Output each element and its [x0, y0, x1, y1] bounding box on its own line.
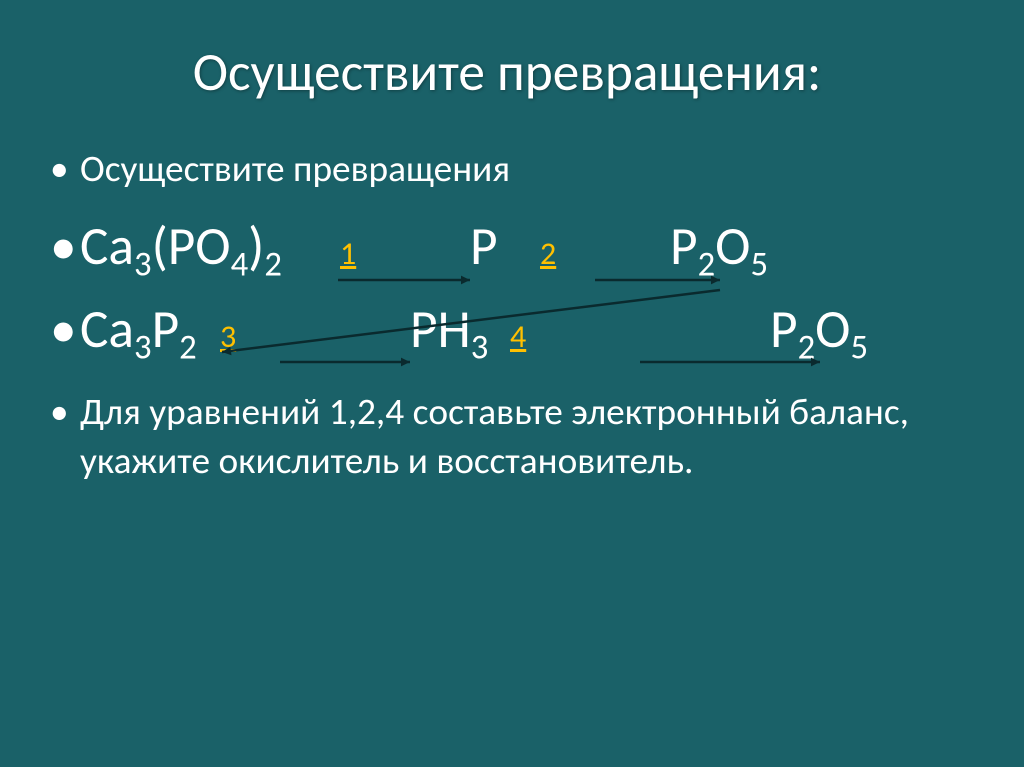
chem-species: P — [470, 212, 540, 281]
slide-title: Осуществите превращения: — [50, 40, 964, 105]
step-number: 1 — [340, 233, 470, 275]
bullet-icon: • — [50, 220, 80, 273]
bullet-icon: • — [50, 303, 80, 356]
chem-species: P2O5 — [770, 295, 890, 364]
chem-species: Ca3P2 — [80, 295, 220, 364]
slide: Осуществите превращения: • Осуществите п… — [0, 0, 1024, 767]
chem-species: Ca3(PO4)2 — [80, 212, 340, 281]
intro-line: • Осуществите превращения — [50, 145, 964, 194]
chem-row-1-content: Ca3(PO4)21P2P2O5 — [80, 212, 964, 281]
chem-row-2-content: Ca3P23PH34P2O5 — [80, 295, 964, 364]
intro-text: Осуществите превращения — [80, 145, 964, 194]
chem-row-2: • Ca3P23PH34P2O5 — [50, 295, 964, 364]
bullet-icon: • — [50, 151, 80, 188]
footer-line: • Для уравнений 1,2,4 составьте электрон… — [50, 388, 964, 485]
chem-row-1: • Ca3(PO4)21P2P2O5 — [50, 212, 964, 281]
chem-species: P2O5 — [670, 212, 790, 281]
step-number: 2 — [540, 233, 670, 275]
bullet-icon: • — [50, 394, 80, 431]
footer-text: Для уравнений 1,2,4 составьте электронны… — [80, 388, 964, 485]
step-number: 4 — [510, 316, 770, 358]
chem-species: PH3 — [410, 295, 510, 364]
step-number: 3 — [220, 316, 410, 358]
